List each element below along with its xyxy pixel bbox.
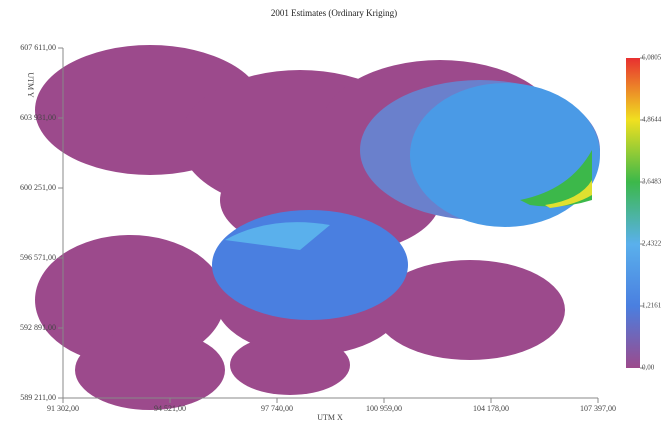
y-tick-label: 607 611,00 [20,43,56,52]
y-tick-label: 600 251,00 [20,183,56,192]
y-tick-label: 603 931,00 [20,113,56,122]
colorbar-tick-label: 2,4322 [642,240,662,248]
kriging-surface [35,45,600,410]
colorbar-tick-label: 6,0805 [642,54,662,62]
x-tick-label: 100 959,00 [366,404,402,413]
y-tick-label: 592 891,00 [20,323,56,332]
plot-area [62,48,598,399]
y-axis-label: UTM Y [26,72,35,97]
x-tick-label: 97 740,00 [261,404,293,413]
x-tick-label: 107 397,00 [580,404,616,413]
y-tick-label: 596 571,00 [20,253,56,262]
x-tick-label: 94 521,00 [154,404,186,413]
colorbar-tick-label: 1,2161 [642,302,662,310]
colorbar-tick-label: 0,00 [642,364,655,372]
colorbar [626,58,640,368]
x-tick-label: 91 302,00 [47,404,79,413]
y-tick-label: 589 211,00 [20,393,56,402]
x-axis-label: UTM X [317,413,343,422]
colorbar-tick-label: 4,8644 [642,116,662,124]
colorbar-tick-label: 3,6483 [642,178,662,186]
chart-title: 2001 Estimates (Ordinary Kriging) [271,8,397,18]
x-tick-label: 104 178,00 [473,404,509,413]
